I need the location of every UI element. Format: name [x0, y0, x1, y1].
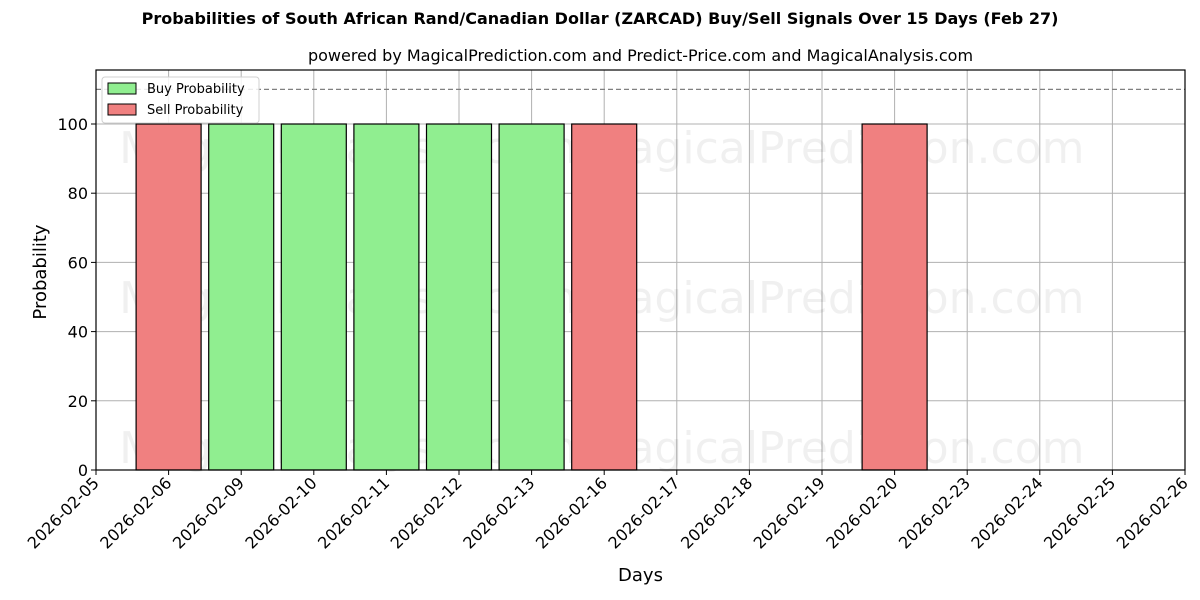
y-tick-label: 0	[78, 461, 88, 480]
chart-title: Probabilities of South African Rand/Cana…	[141, 9, 1059, 28]
plot-frame	[95, 69, 1186, 471]
x-tick-label: 2026-02-05	[24, 473, 103, 552]
legend-box	[101, 76, 260, 124]
x-tick-label: 2026-02-23	[895, 473, 974, 552]
x-tick-label: 2026-02-18	[677, 473, 756, 552]
x-tick-label: 2026-02-12	[387, 473, 466, 552]
y-axis-label: Probability	[30, 224, 51, 319]
watermark-text: MagicalPrediction.com	[590, 123, 1085, 174]
y-tick-label: 100	[57, 115, 88, 134]
sell-bar	[135, 123, 202, 471]
chart-subtitle: powered by MagicalPrediction.com and Pre…	[307, 46, 974, 65]
buy-bar	[353, 123, 420, 471]
x-tick-label: 2026-02-20	[822, 473, 901, 552]
sell-bar	[861, 123, 928, 471]
y-tick-label: 40	[68, 323, 88, 342]
watermark-text: MagicalPrediction.com	[590, 273, 1085, 324]
x-tick-label: 2026-02-10	[241, 473, 320, 552]
sell-bar	[571, 123, 638, 471]
buy-bar	[425, 123, 493, 471]
x-tick-label: 2026-02-25	[1040, 473, 1119, 552]
x-tick-label: 2026-02-26	[1113, 473, 1192, 552]
buy-bar	[280, 123, 347, 471]
x-tick-label: 2026-02-11	[314, 473, 393, 552]
y-tick-label: 80	[68, 184, 88, 203]
x-tick-label: 2026-02-17	[604, 473, 683, 552]
x-tick-label: 2026-02-13	[459, 473, 538, 552]
watermark-text: MagicalPrediction.com	[590, 423, 1085, 474]
y-tick-label: 20	[68, 392, 88, 411]
x-axis-label: Days	[618, 565, 663, 586]
x-tick-label: 2026-02-16	[532, 473, 611, 552]
legend-label: Buy Probability	[147, 82, 245, 97]
x-tick-label: 2026-02-06	[96, 473, 175, 552]
x-tick-label: 2026-02-09	[169, 473, 248, 552]
legend-swatch-buy	[107, 82, 137, 95]
x-tick-label: 2026-02-24	[967, 473, 1046, 552]
legend-swatch-sell	[107, 103, 137, 116]
y-tick-label: 60	[68, 253, 88, 272]
buy-bar	[208, 123, 275, 471]
x-tick-label: 2026-02-19	[750, 473, 829, 552]
legend-label: Sell Probability	[147, 103, 244, 118]
buy-bar	[498, 123, 565, 471]
